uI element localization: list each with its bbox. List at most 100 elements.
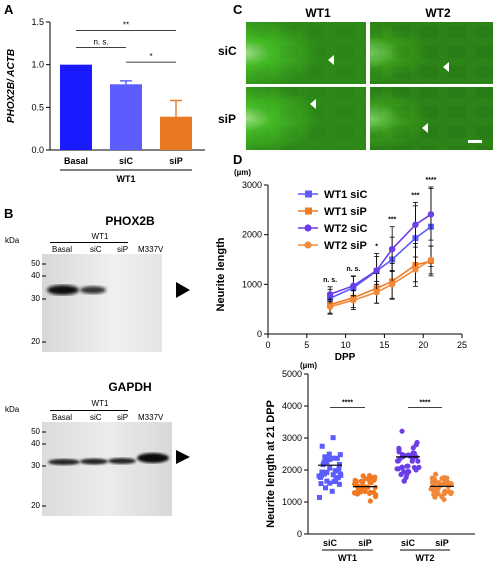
legend-label: WT2 siC — [324, 223, 367, 235]
y-tick-label: 0.0 — [31, 145, 44, 155]
data-point — [324, 478, 330, 484]
micrograph-column-wt1: WT1 — [305, 6, 331, 20]
legend-label: WT1 siP — [324, 206, 367, 218]
x-tick-label: 15 — [379, 340, 389, 350]
panel-letter-d: D — [233, 152, 243, 167]
data-point — [365, 484, 371, 490]
data-point — [399, 428, 405, 434]
data-point — [399, 452, 406, 458]
y-tick-label: 1.5 — [31, 17, 44, 27]
y-tick-label: 5000 — [282, 369, 302, 379]
lane-label-m337v: M337V — [138, 413, 164, 422]
data-point — [373, 267, 380, 274]
data-point — [326, 456, 332, 462]
data-point — [412, 221, 419, 228]
significance-label: *** — [411, 192, 419, 199]
data-point — [429, 475, 435, 481]
data-point — [442, 490, 448, 496]
data-point — [427, 256, 435, 264]
data-point — [330, 455, 336, 461]
arrowhead-icon — [310, 99, 316, 109]
data-point — [362, 476, 369, 482]
y-tick-label: 0 — [297, 529, 302, 539]
x-tick-label: 5 — [304, 340, 309, 350]
y-tick-label: 2000 — [282, 465, 302, 475]
line-chart-neurite-length: 0 1000 2000 3000 0 5 10 15 20 25 DPP Neurite length… — [215, 168, 467, 360]
y-axis-label: Neurite length at 21 DPP — [265, 400, 277, 528]
data-point — [321, 460, 327, 466]
arrowhead-icon — [422, 123, 428, 133]
data-point — [323, 485, 329, 491]
data-point — [412, 266, 419, 273]
data-point — [352, 477, 358, 483]
blot-title-phox2b: PHOX2B — [105, 214, 155, 228]
data-point — [411, 450, 417, 456]
marker-20: 20 — [31, 337, 40, 346]
data-point — [358, 478, 364, 484]
data-point — [350, 282, 357, 290]
lane-label-sip: siP — [117, 413, 129, 422]
data-point — [405, 468, 411, 475]
group-label: WT1 — [338, 553, 357, 563]
significance-label: * — [149, 52, 152, 61]
data-point — [409, 458, 415, 464]
lane-label-sip: siP — [117, 245, 129, 254]
data-point — [324, 469, 330, 475]
data-point — [397, 456, 403, 462]
data-point — [327, 465, 333, 471]
x-tick-label: 20 — [418, 340, 428, 350]
group-label: WT2 — [416, 553, 435, 563]
data-point — [396, 446, 402, 452]
micrograph-row-sic: siC — [218, 44, 237, 58]
significance-label: **** — [342, 400, 353, 407]
scale-bar — [468, 140, 482, 143]
x-tick-label: Basal — [64, 156, 88, 166]
data-point — [399, 465, 405, 471]
x-axis-label: DPP — [335, 352, 356, 360]
data-point — [326, 291, 334, 298]
micrograph-grid — [246, 22, 493, 150]
data-point — [332, 468, 338, 474]
data-point — [366, 472, 373, 479]
y-axis-unit: (µm) — [300, 361, 317, 370]
legend-marker — [304, 241, 312, 249]
y-axis-label: PHOX2B/ ACTB — [6, 49, 17, 123]
significance-label: n. s. — [346, 266, 360, 273]
significance-label: ** — [123, 21, 129, 30]
data-point — [415, 458, 421, 464]
legend-marker — [305, 190, 312, 198]
y-tick-label: 3000 — [282, 433, 302, 443]
data-point — [413, 467, 419, 473]
arrowhead-icon — [328, 55, 334, 65]
group-label: WT1 — [117, 174, 136, 184]
kda-label: kDa — [5, 236, 20, 245]
data-point — [372, 484, 378, 490]
data-point — [388, 281, 396, 288]
x-tick-label: siC — [401, 538, 416, 548]
significance-label: n. s. — [93, 38, 108, 47]
blot-group-label: WT1 — [91, 399, 109, 408]
x-tick-label: siC — [119, 156, 134, 166]
y-axis-label: Neurite length — [215, 237, 227, 311]
x-tick-label: 10 — [341, 340, 351, 350]
x-tick-label: siP — [169, 156, 183, 166]
data-point — [326, 303, 334, 310]
lane-label-m337v: M337V — [138, 245, 164, 254]
data-point — [350, 297, 357, 304]
data-point — [330, 472, 336, 478]
data-point — [373, 289, 380, 296]
data-point — [336, 466, 342, 472]
marker-50: 50 — [31, 427, 40, 436]
data-point — [324, 459, 330, 465]
band-sic — [80, 286, 106, 294]
data-point — [388, 245, 396, 253]
lane-label-basal: Basal — [52, 245, 73, 254]
arrowhead-icon — [443, 62, 449, 72]
bar-sip — [160, 116, 192, 150]
data-point — [316, 494, 322, 500]
blot-group-line — [50, 410, 128, 411]
data-point — [414, 439, 420, 446]
y-tick-label: 2000 — [242, 230, 262, 240]
bar-basal — [60, 64, 92, 150]
legend-marker — [305, 207, 312, 215]
